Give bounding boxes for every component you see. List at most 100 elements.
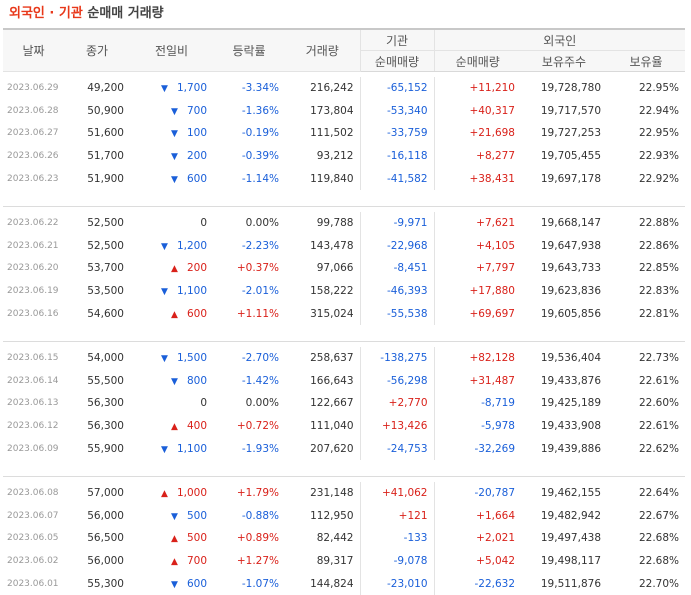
ratio-cell: 22.70% [638, 577, 680, 590]
change-cell: ▼ 1,100 [130, 280, 213, 303]
foreign-net-cell: +7,621 [433, 211, 521, 235]
change-value: 1,200 [176, 239, 207, 252]
close-cell: 54,600 [87, 307, 124, 320]
change-value: 1,500 [176, 352, 207, 365]
up-triangle-icon: ▲ [171, 264, 178, 275]
header-inst-net: 순매매량 [359, 50, 434, 72]
ratio-cell: 22.73% [638, 352, 680, 365]
holdings-cell: 19,433,908 [540, 420, 601, 433]
holdings-cell: 19,717,570 [540, 104, 601, 117]
volume-cell: 158,222 [310, 285, 354, 298]
title-foreign: 외국인 [9, 6, 45, 21]
inst-net-cell: -8,451 [359, 257, 434, 280]
date-cell: 2023.06.29 [7, 83, 59, 94]
volume-cell: 111,502 [310, 127, 354, 140]
date-cell: 2023.06.22 [7, 218, 59, 229]
table-row: 2023.06.01 55,300 ▼ 600 -1.07% 144,824 -23,010… [3, 572, 685, 595]
close-cell: 56,000 [87, 554, 124, 567]
holdings-cell: 19,705,455 [540, 150, 601, 163]
foreign-net-cell: +21,698 [433, 122, 521, 145]
change-value: 600 [186, 172, 207, 185]
foreign-net-cell: -22,632 [433, 572, 521, 595]
down-triangle-icon: ▼ [171, 511, 178, 522]
inst-net-cell: -16,118 [359, 144, 434, 168]
ratio-cell: 22.81% [638, 307, 680, 320]
up-triangle-icon: ▲ [171, 309, 178, 320]
rate-cell: -3.34% [241, 82, 279, 95]
date-cell: 2023.06.05 [7, 533, 59, 544]
date-cell: 2023.06.08 [7, 488, 59, 499]
close-cell: 55,900 [87, 442, 124, 455]
ratio-cell: 22.93% [638, 150, 680, 163]
close-cell: 51,700 [87, 150, 124, 163]
change-cell: ▲ 200 [130, 257, 213, 280]
change-cell: ▼ 1,700 [130, 77, 213, 100]
holdings-cell: 19,643,733 [540, 262, 601, 275]
rate-cell: +0.72% [236, 420, 279, 433]
table-row: 2023.06.19 53,500 ▼ 1,100 -2.01% 158,222 -46,3… [3, 279, 685, 303]
header-foreign-net: 순매매량 [433, 50, 521, 72]
holdings-cell: 19,497,438 [540, 532, 601, 545]
ratio-cell: 22.68% [638, 554, 680, 567]
down-triangle-icon: ▼ [161, 354, 168, 365]
inst-net-cell: -9,078 [359, 549, 434, 573]
change-value: 700 [186, 104, 207, 117]
title-suffix: 순매매 거래량 [87, 6, 164, 21]
foreign-net-cell: -5,978 [433, 414, 521, 438]
foreign-net-cell: +69,697 [433, 302, 521, 325]
rate-cell: +0.37% [236, 262, 279, 275]
table-row: 2023.06.29 49,200 ▼ 1,700 -3.34% 216,242 -65,1… [3, 77, 685, 100]
volume-cell: 89,317 [316, 554, 354, 567]
up-triangle-icon: ▲ [161, 489, 168, 500]
group-divider [3, 459, 686, 477]
volume-cell: 173,804 [310, 104, 354, 117]
ratio-cell: 22.86% [638, 239, 680, 252]
inst-net-cell: -55,538 [359, 302, 434, 325]
rate-cell: +1.11% [236, 307, 279, 320]
table-body: 2023.06.29 49,200 ▼ 1,700 -3.34% 216,242 -65,1… [3, 72, 686, 595]
change-cell: ▼ 1,100 [130, 437, 213, 460]
volume-cell: 216,242 [310, 82, 354, 95]
change-cell: 0 [130, 212, 213, 235]
foreign-net-cell: +7,797 [433, 257, 521, 280]
date-cell: 2023.06.28 [7, 105, 59, 116]
table-row: 2023.06.13 56,300 0 0.00% 122,667 +2,770 -8,71… [3, 392, 685, 415]
up-triangle-icon: ▲ [171, 556, 178, 567]
title-institution: 기관 [58, 6, 83, 21]
change-cell: ▼ 500 [130, 505, 213, 528]
table-row: 2023.06.20 53,700 ▲ 200 +0.37% 97,066 -8,451 +7… [3, 257, 685, 280]
change-value: 500 [186, 532, 207, 545]
date-cell: 2023.06.15 [7, 353, 59, 364]
foreign-net-cell: -20,787 [433, 481, 521, 505]
rate-cell: -2.23% [241, 239, 279, 252]
change-cell: ▲ 600 [130, 302, 213, 325]
holdings-cell: 19,668,147 [540, 217, 601, 230]
rate-cell: -2.01% [241, 285, 279, 298]
volume-cell: 111,040 [310, 420, 354, 433]
ratio-cell: 22.88% [638, 217, 680, 230]
change-cell: ▼ 1,500 [130, 347, 213, 370]
holdings-cell: 19,728,780 [540, 82, 601, 95]
down-triangle-icon: ▼ [171, 376, 178, 387]
date-cell: 2023.06.13 [7, 398, 59, 409]
date-cell: 2023.06.27 [7, 128, 59, 139]
volume-cell: 231,148 [310, 487, 354, 500]
header-date: 날짜 [3, 28, 64, 72]
table-row: 2023.06.07 56,000 ▼ 500 -0.88% 112,950 +121 +1,… [3, 504, 685, 528]
change-cell: ▼ 700 [130, 100, 213, 123]
table-row: 2023.06.05 56,500 ▲ 500 +0.89% 82,442 -133 +2,0… [3, 527, 685, 550]
rate-cell: -1.93% [241, 442, 279, 455]
change-cell: ▼ 100 [130, 122, 213, 145]
holdings-cell: 19,433,876 [540, 374, 601, 387]
date-cell: 2023.06.20 [7, 263, 59, 274]
holdings-cell: 19,605,856 [540, 307, 601, 320]
foreign-net-cell: +31,487 [433, 369, 521, 393]
rate-cell: +0.89% [236, 532, 279, 545]
change-value: 400 [186, 420, 207, 433]
date-cell: 2023.06.02 [7, 555, 59, 566]
table-row: 2023.06.12 56,300 ▲ 400 +0.72% 111,040 +13,426… [3, 414, 685, 438]
change-value: 700 [186, 554, 207, 567]
table-row: 2023.06.16 54,600 ▲ 600 +1.11% 315,024 -55,538… [3, 302, 685, 325]
table-header: 날짜 종가 전일비 등락률 거래량 기관 외국인 순매매량 순매매량 보유주수 … [3, 28, 686, 72]
foreign-net-cell: +17,880 [433, 279, 521, 303]
